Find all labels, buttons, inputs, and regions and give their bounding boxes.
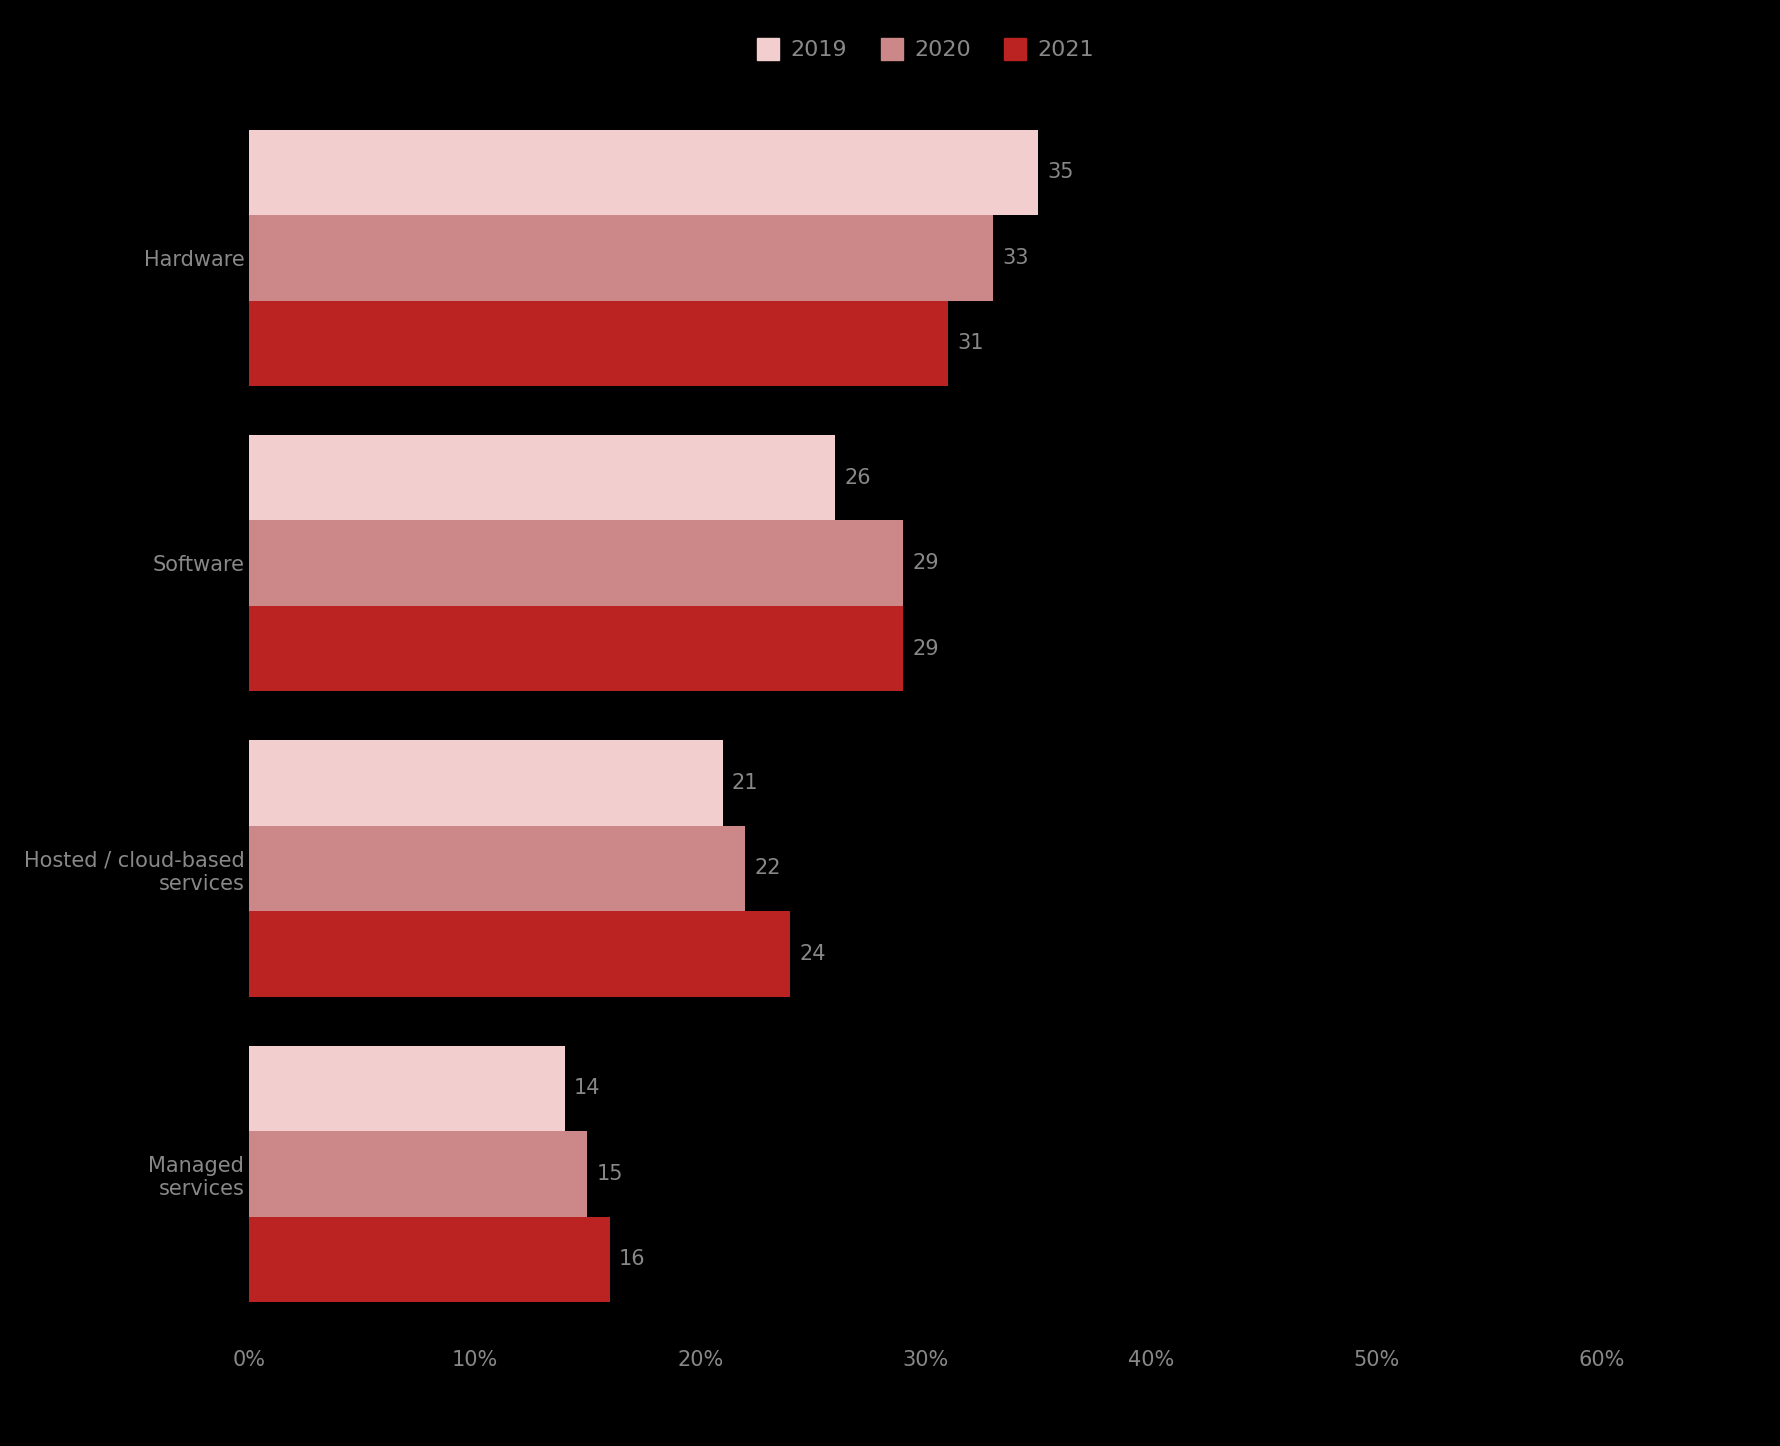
Bar	[249, 1045, 564, 1131]
Text: 33: 33	[1002, 247, 1029, 268]
Bar	[249, 130, 1038, 215]
Text: 35: 35	[1047, 162, 1073, 182]
Text: 31: 31	[958, 333, 984, 353]
Bar	[249, 1216, 611, 1301]
Bar	[249, 435, 835, 521]
Text: 16: 16	[619, 1249, 646, 1270]
Text: 21: 21	[732, 774, 758, 792]
Legend: 2019, 2020, 2021: 2019, 2020, 2021	[748, 29, 1104, 69]
Text: 14: 14	[573, 1079, 600, 1099]
Bar	[249, 911, 790, 996]
Bar	[249, 521, 902, 606]
Bar	[249, 215, 993, 301]
Bar	[249, 606, 902, 691]
Bar	[249, 1131, 587, 1216]
Text: 26: 26	[844, 467, 870, 487]
Bar	[249, 740, 723, 826]
Text: 29: 29	[911, 639, 938, 658]
Bar	[249, 826, 746, 911]
Text: 29: 29	[911, 554, 938, 573]
Bar	[249, 301, 949, 386]
Text: 22: 22	[755, 859, 781, 878]
Text: 24: 24	[799, 944, 826, 964]
Text: 15: 15	[596, 1164, 623, 1184]
